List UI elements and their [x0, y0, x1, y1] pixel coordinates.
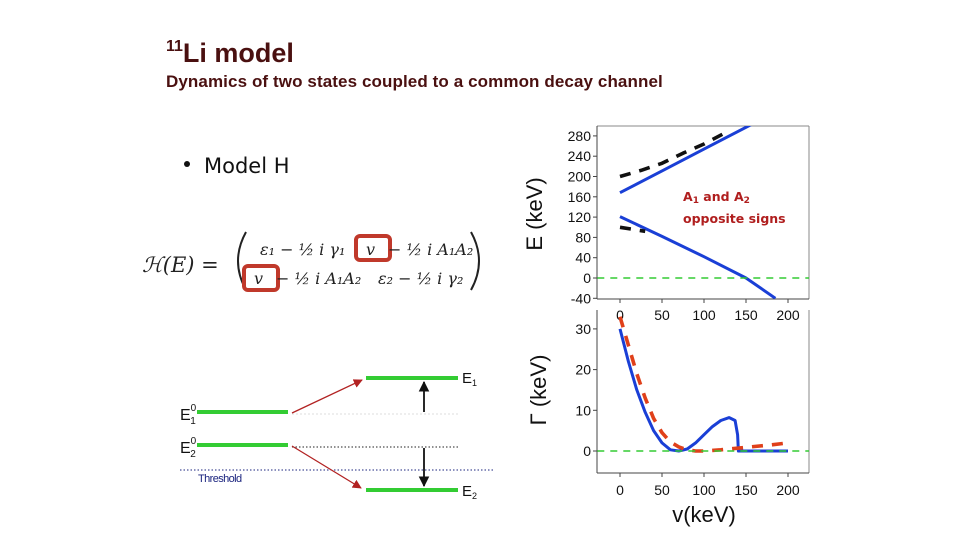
annotation-line2: opposite signs: [683, 211, 786, 226]
svg-text:0: 0: [616, 482, 624, 498]
series--dashed-red-: [618, 316, 789, 453]
right-paren-icon: [470, 231, 480, 291]
label-e1-0: E0 1: [180, 403, 197, 427]
formula-lhs: ℋ(E) =: [142, 253, 219, 277]
bullet-model-h: Model H: [184, 154, 290, 178]
matrix-m12-v: v: [366, 240, 375, 259]
label-e2-0: E0 2: [180, 436, 197, 460]
title-superscript: 11: [166, 38, 183, 55]
label-threshold: Threshold: [198, 473, 242, 485]
width-x-label: v(keV): [672, 502, 736, 527]
svg-text:0: 0: [616, 307, 624, 323]
energy-y-ticks: 280 240 200 160 120 80 40 0 -40: [568, 128, 597, 306]
hamiltonian-formula: ℋ(E) = ε₁ − ½ i γ₁ v − ½ i A₁A₂ v − ½ i …: [142, 231, 480, 292]
svg-text:100: 100: [692, 482, 716, 498]
svg-text:200: 200: [568, 169, 592, 185]
svg-text:50: 50: [654, 482, 670, 498]
svg-text:200: 200: [776, 482, 800, 498]
svg-text:150: 150: [734, 307, 758, 323]
svg-text:100: 100: [692, 307, 716, 323]
matrix-m22: ε₂ − ½ i γ₂: [378, 269, 463, 288]
series-e2-lower-solid-blue-: [619, 215, 777, 299]
label-e2: E2: [462, 483, 477, 501]
width-x-ticks: 0 50 100 150 200: [616, 473, 800, 498]
matrix-m21-v: v: [254, 269, 263, 288]
svg-text:50: 50: [654, 307, 670, 323]
svg-text:40: 40: [575, 250, 591, 266]
svg-text:30: 30: [575, 321, 591, 337]
svg-text:120: 120: [568, 209, 592, 225]
svg-text:0: 0: [583, 270, 591, 286]
energy-y-label: E (keV): [522, 177, 547, 250]
matrix-m11: ε₁ − ½ i γ₁: [260, 240, 345, 259]
highlight-box-v-top: [354, 234, 392, 262]
annotation-opposite-signs: A1 and A2 opposite signs: [683, 188, 786, 228]
series--solid-blue-: [618, 328, 788, 453]
matrix-m12-rest: − ½ i A₁A₂: [388, 240, 473, 259]
highlight-box-v-bottom: [242, 264, 280, 292]
svg-text:200: 200: [776, 307, 800, 323]
bullet-text: Model H: [204, 154, 290, 178]
width-y-ticks: 30 20 10 0: [575, 321, 597, 459]
series-lower-dashed-black-: [619, 225, 646, 234]
slide-title: 11Li model: [166, 38, 294, 69]
arrow-repel-up-icon: [291, 379, 363, 414]
svg-text:80: 80: [575, 229, 591, 245]
series-upper-dashed-black-: [619, 131, 726, 179]
energy-x-ticks: 0 50 100 150 200: [616, 299, 800, 323]
title-text: Li model: [182, 38, 294, 68]
svg-text:160: 160: [568, 189, 592, 205]
slide-subtitle: Dynamics of two states coupled to a comm…: [166, 72, 663, 91]
svg-text:150: 150: [734, 482, 758, 498]
svg-text:280: 280: [568, 128, 592, 144]
annotation-line1: A1 and A2: [683, 189, 750, 206]
svg-text:-40: -40: [571, 290, 591, 306]
svg-text:10: 10: [575, 402, 591, 418]
width-series: [597, 316, 809, 453]
arrow-repel-down-icon: [291, 445, 362, 489]
label-e1: E1: [462, 370, 477, 388]
svg-text:0: 0: [583, 443, 591, 459]
svg-text:240: 240: [568, 148, 592, 164]
bullet-dot-icon: [184, 161, 190, 167]
series-e1-upper-solid-blue-: [619, 126, 752, 195]
matrix-m21-rest: − ½ i A₁A₂: [276, 269, 361, 288]
svg-text:20: 20: [575, 362, 591, 378]
width-y-label: Γ (keV): [526, 355, 551, 426]
